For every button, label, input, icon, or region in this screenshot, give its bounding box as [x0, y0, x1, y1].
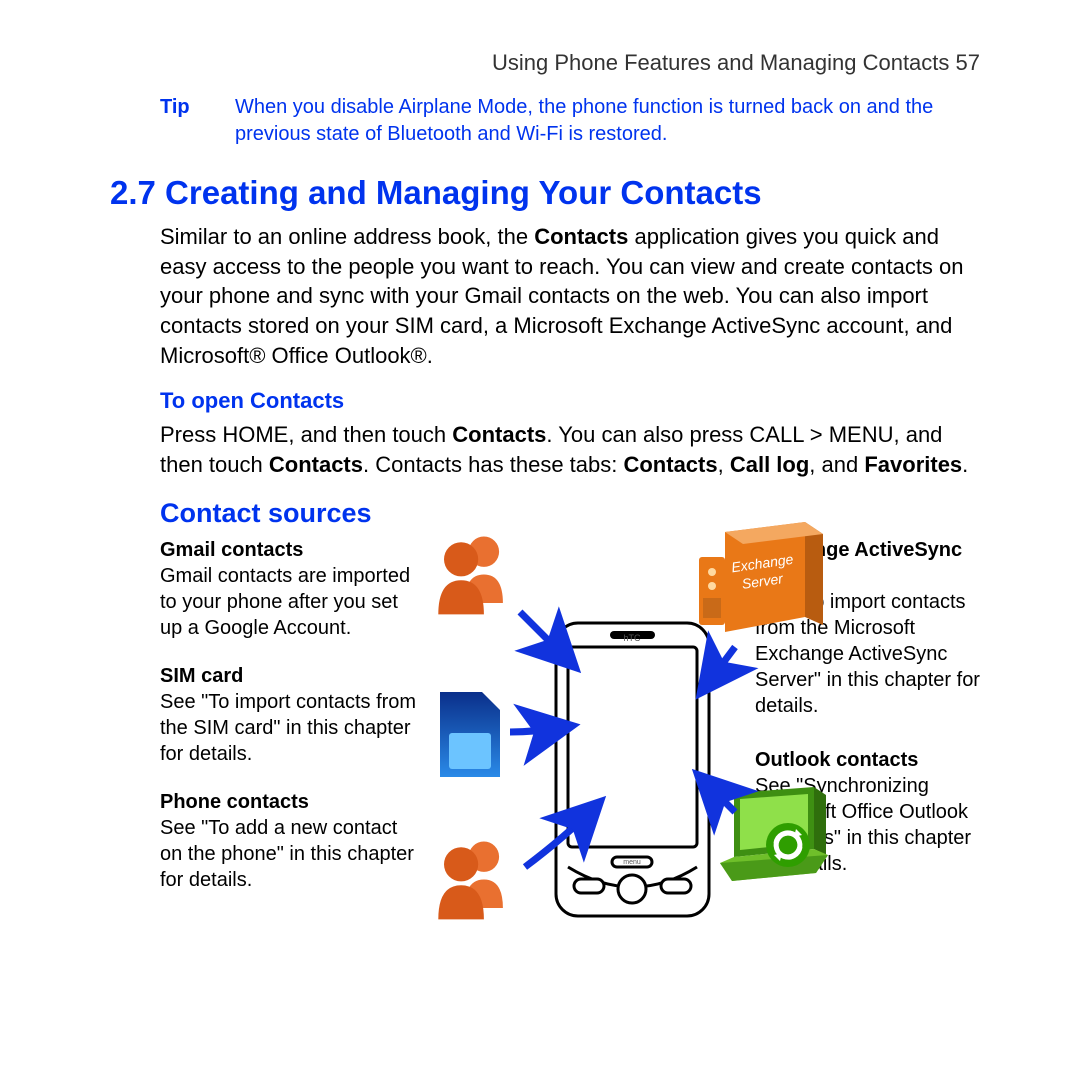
bold: Contacts: [623, 452, 717, 477]
text: . Contacts has these tabs:: [363, 452, 623, 477]
gmail-text: Gmail contacts are imported to your phon…: [160, 565, 410, 639]
bold: Favorites: [864, 452, 962, 477]
tip-block: Tip When you disable Airplane Mode, the …: [160, 94, 980, 148]
phone-contacts-text: See "To add a new contact on the phone" …: [160, 817, 414, 891]
text: , and: [809, 452, 864, 477]
sim-block: SIM card See "To import contacts from th…: [160, 663, 425, 767]
contact-sources-diagram: Gmail contacts Gmail contacts are import…: [160, 537, 980, 1017]
left-sources-column: Gmail contacts Gmail contacts are import…: [160, 537, 425, 915]
phone-contacts-title: Phone contacts: [160, 789, 425, 815]
page-header: Using Phone Features and Managing Contac…: [110, 50, 980, 76]
gmail-block: Gmail contacts Gmail contacts are import…: [160, 537, 425, 641]
sim-title: SIM card: [160, 663, 425, 689]
diagram-center: Exchange Server: [435, 537, 795, 997]
text: Press HOME, and then touch: [160, 422, 452, 447]
bold: Contacts: [269, 452, 363, 477]
text: ,: [718, 452, 730, 477]
tip-label: Tip: [160, 94, 235, 148]
intro-paragraph: Similar to an online address book, the C…: [160, 222, 980, 370]
arrows: [435, 537, 835, 957]
sim-text: See "To import contacts from the SIM car…: [160, 691, 416, 765]
gmail-title: Gmail contacts: [160, 537, 425, 563]
text: .: [962, 452, 968, 477]
bold: Call log: [730, 452, 809, 477]
bold: Contacts: [534, 224, 628, 249]
open-contacts-para: Press HOME, and then touch Contacts. You…: [160, 420, 980, 479]
section-title: 2.7 Creating and Managing Your Contacts: [110, 174, 980, 212]
open-contacts-heading: To open Contacts: [160, 388, 980, 414]
contact-sources-title: Contact sources: [160, 498, 980, 529]
manual-page: Using Phone Features and Managing Contac…: [0, 0, 1080, 1080]
phone-contacts-block: Phone contacts See "To add a new contact…: [160, 789, 425, 893]
text: Similar to an online address book, the: [160, 224, 534, 249]
bold: Contacts: [452, 422, 546, 447]
tip-text: When you disable Airplane Mode, the phon…: [235, 94, 980, 148]
